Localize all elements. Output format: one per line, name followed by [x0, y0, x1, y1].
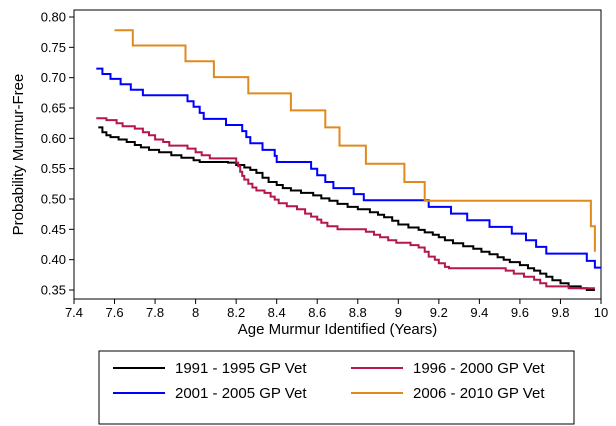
x-tick-label: 9	[395, 305, 402, 320]
legend-box	[98, 350, 575, 425]
series-line-3	[96, 67, 601, 269]
x-tick-label: 8.6	[308, 305, 326, 320]
y-tick-label: 0.80	[41, 10, 66, 25]
plot-border	[73, 9, 602, 300]
legend: 1991 - 1995 GP Vet 1996 - 2000 GP Vet 2001…	[98, 350, 575, 425]
y-tick-label: 0.70	[41, 70, 66, 85]
legend-label-2: 1996 - 2000 GP Vet	[413, 360, 545, 377]
y-tick-label: 0.50	[41, 192, 66, 207]
y-axis-title: Probability Murmur-Free	[10, 74, 27, 236]
x-axis-title: Age Murmur Identified (Years)	[238, 321, 438, 338]
y-axis: 0.35 0.40 0.45 0.50 0.55 0.60 0.65 0.70 0.75 0.80	[41, 10, 74, 298]
x-tick-label: 9.6	[511, 305, 529, 320]
y-tick-label: 0.65	[41, 101, 66, 116]
series-line-1	[98, 126, 595, 291]
x-tick-label: 8.2	[227, 305, 245, 320]
x-tick-label: 10	[594, 305, 608, 320]
legend-label-4: 2006 - 2010 GP Vet	[413, 385, 545, 402]
legend-label-1: 1991 - 1995 GP Vet	[175, 360, 307, 377]
y-tick-label: 0.55	[41, 161, 66, 176]
x-tick-label: 8	[192, 305, 199, 320]
x-tick-label: 9.8	[551, 305, 569, 320]
y-tick-label: 0.60	[41, 131, 66, 146]
x-tick-label: 8.8	[349, 305, 367, 320]
y-tick-label: 0.75	[41, 40, 66, 55]
series-line-2	[96, 117, 595, 290]
x-tick-label: 8.4	[268, 305, 286, 320]
x-tick-label: 9.2	[430, 305, 448, 320]
x-tick-label: 7.4	[65, 305, 83, 320]
series-layer	[96, 29, 601, 291]
plot-area	[73, 9, 602, 300]
y-tick-label: 0.35	[41, 283, 66, 298]
x-tick-label: 7.8	[146, 305, 164, 320]
series-line-4	[114, 29, 596, 252]
x-tick-label: 9.4	[470, 305, 488, 320]
x-axis: 7.4 7.6 7.8 8 8.2 8.4 8.6 8.8 9 9.2 9.4 9.6 9.8 10	[65, 299, 608, 320]
y-tick-label: 0.40	[41, 252, 66, 267]
x-tick-label: 7.6	[105, 305, 123, 320]
legend-label-3: 2001 - 2005 GP Vet	[175, 385, 307, 402]
y-tick-label: 0.45	[41, 222, 66, 237]
